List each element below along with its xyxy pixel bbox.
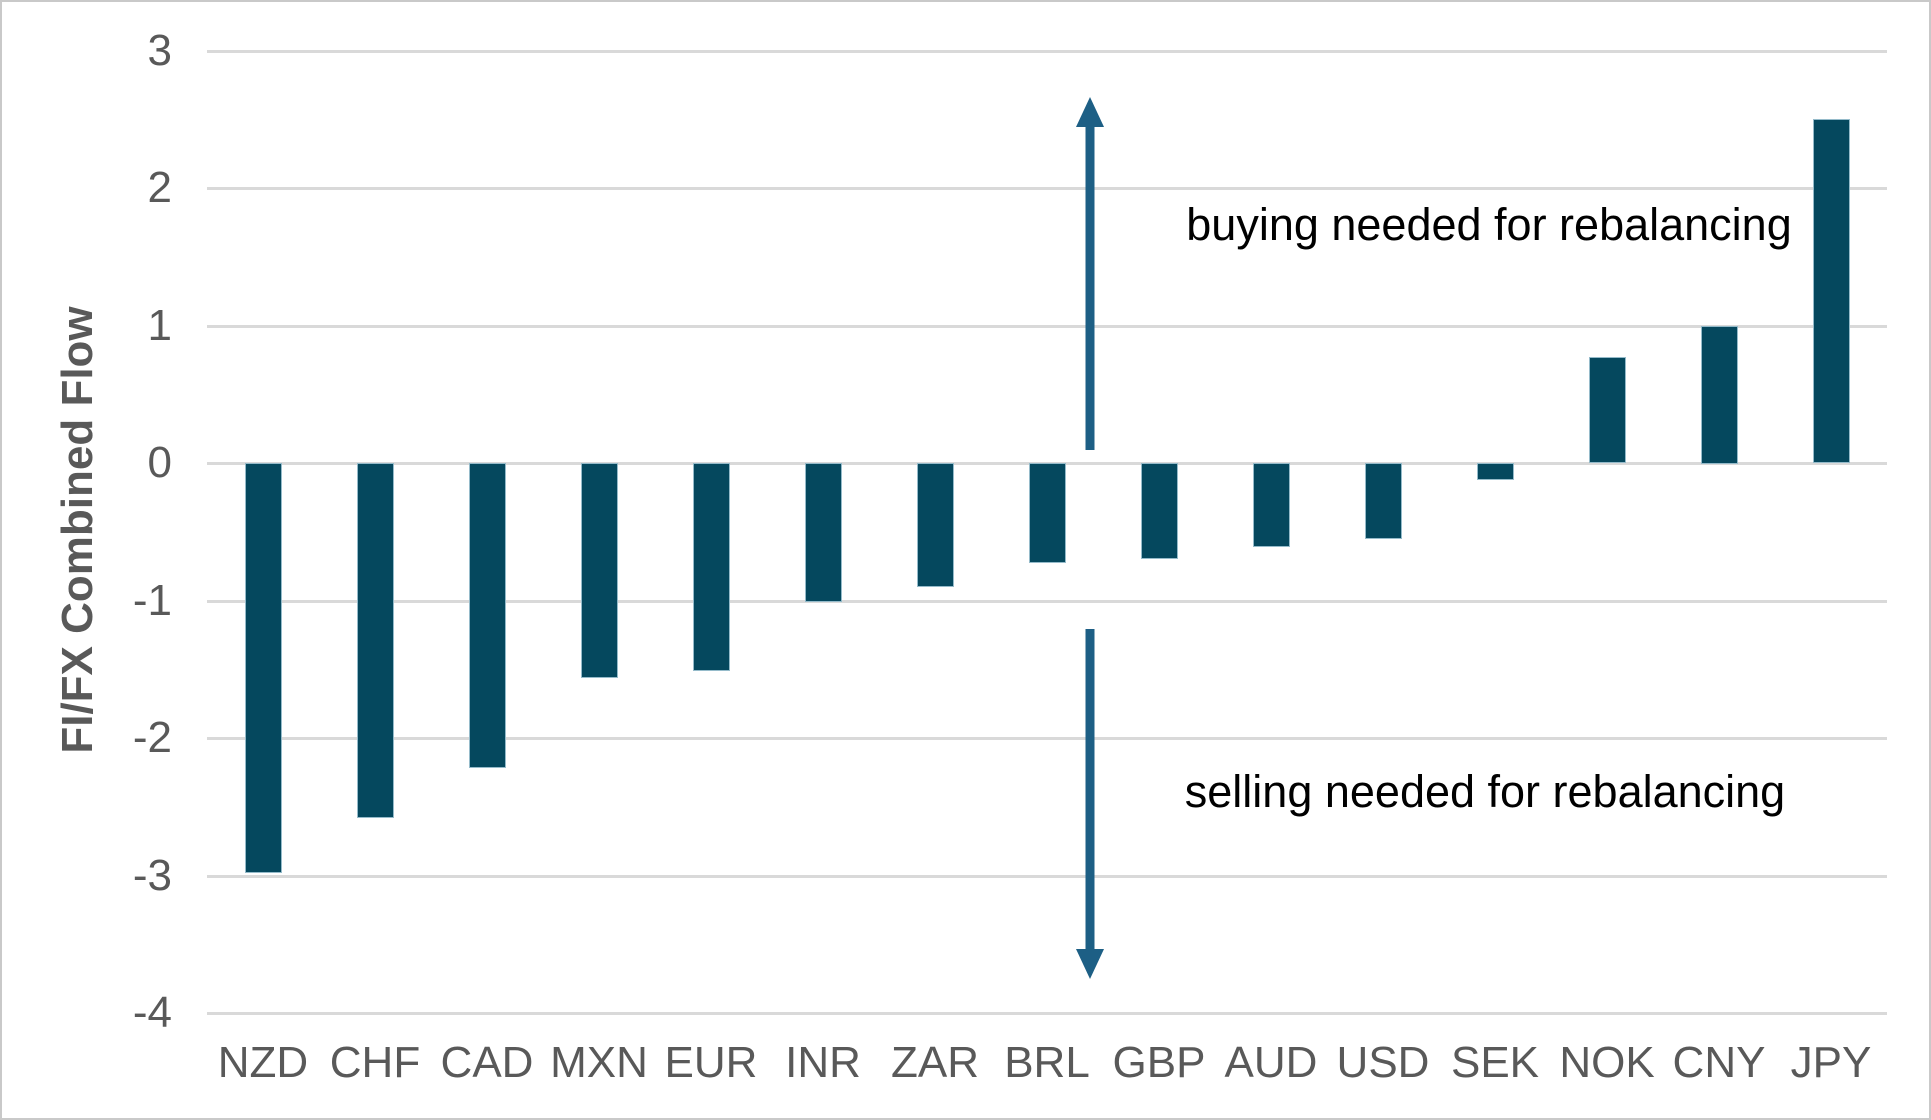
bar-NOK	[1589, 357, 1626, 463]
bar-NZD	[245, 463, 282, 873]
x-tick-label-NOK: NOK	[1559, 1038, 1655, 1087]
y-tick-label-0: 0	[147, 438, 172, 487]
bar-USD	[1365, 463, 1402, 539]
bar-ZAR	[917, 463, 954, 587]
bar-EUR	[693, 463, 730, 671]
x-tick-label-GBP: GBP	[1112, 1038, 1206, 1087]
gridline-y-1	[207, 325, 1887, 328]
x-tick-label-NZD: NZD	[217, 1038, 309, 1087]
bar-CAD	[469, 463, 506, 768]
gridline-y-3	[207, 50, 1887, 53]
y-tick-label-2: 2	[147, 163, 172, 212]
gridline-y--1	[207, 600, 1887, 603]
x-tick-label-CNY: CNY	[1672, 1038, 1766, 1087]
x-tick-label-ZAR: ZAR	[891, 1038, 979, 1087]
gridline-y--3	[207, 875, 1887, 878]
gridline-y-2	[207, 187, 1887, 190]
y-tick-label--1: -1	[132, 576, 172, 625]
bar-MXN	[581, 463, 618, 678]
gridline-y--4	[207, 1012, 1887, 1015]
y-tick-label--3: -3	[132, 851, 172, 900]
buying-annotation: buying needed for rebalancing	[1186, 199, 1792, 250]
y-tick-label--2: -2	[132, 713, 172, 762]
x-tick-label-USD: USD	[1336, 1038, 1430, 1087]
x-tick-label-INR: INR	[785, 1038, 861, 1087]
x-tick-label-MXN: MXN	[550, 1038, 648, 1087]
x-tick-label-SEK: SEK	[1450, 1038, 1540, 1087]
buying-arrow-icon	[1076, 97, 1104, 450]
x-tick-label-JPY: JPY	[1790, 1038, 1872, 1087]
x-tick-label-BRL: BRL	[1004, 1038, 1090, 1087]
x-tick-label-AUD: AUD	[1224, 1038, 1318, 1087]
y-tick-label-1: 1	[147, 301, 172, 350]
x-tick-label-CHF: CHF	[329, 1038, 421, 1087]
x-tick-label-EUR: EUR	[664, 1038, 758, 1087]
bar-CHF	[357, 463, 394, 818]
bar-JPY	[1813, 119, 1850, 463]
selling-annotation: selling needed for rebalancing	[1184, 766, 1786, 817]
bar-CNY	[1701, 326, 1738, 464]
y-tick-label-3: 3	[147, 26, 172, 75]
bar-GBP	[1141, 463, 1178, 559]
x-tick-label-CAD: CAD	[440, 1038, 534, 1087]
selling-arrow-icon	[1076, 629, 1104, 979]
bar-AUD	[1253, 463, 1290, 547]
y-tick-label--4: -4	[132, 988, 172, 1037]
bar-SEK	[1477, 463, 1514, 480]
bar-BRL	[1029, 463, 1066, 563]
bar-INR	[805, 463, 842, 602]
gridline-y--2	[207, 737, 1887, 740]
y-axis-title: FI/FX Combined Flow	[53, 306, 102, 754]
